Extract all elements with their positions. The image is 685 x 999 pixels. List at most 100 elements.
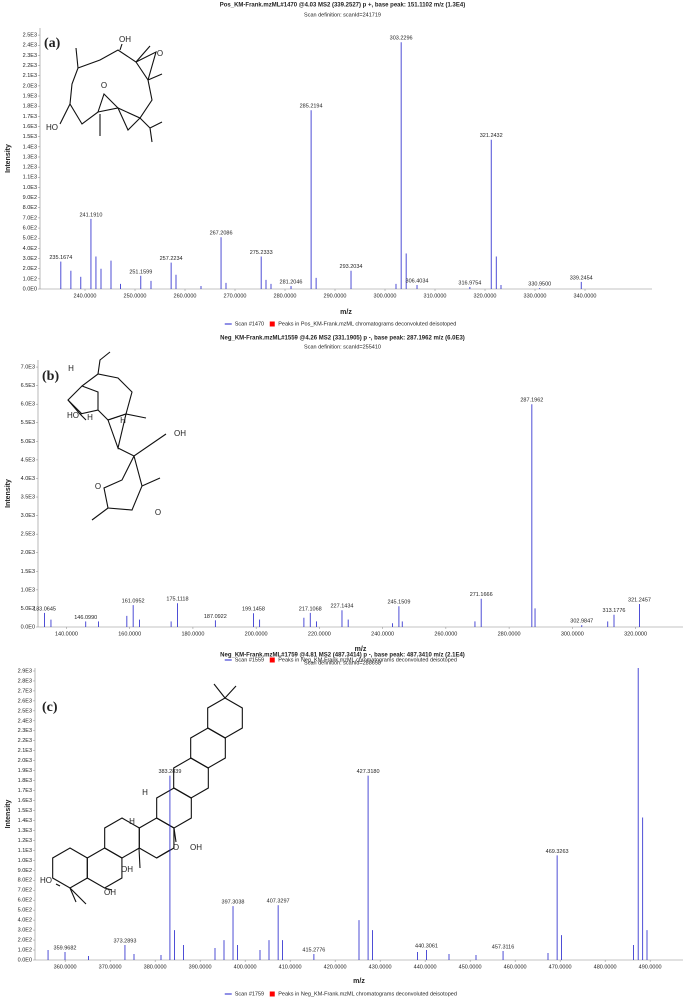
structure-bond (107, 413, 127, 450)
y-tick-label: 2.2E3 (23, 63, 37, 69)
y-tick-label: 0.0E0 (23, 286, 37, 292)
structure-label: HO (46, 123, 58, 132)
y-tick-label: 2.0E2 (18, 938, 32, 944)
structure-bond (69, 887, 87, 905)
y-tick-label: 2.6E3 (18, 698, 32, 704)
structure-label: O (157, 49, 163, 58)
y-tick-label: 2.4E3 (23, 43, 37, 49)
structure-bond (173, 757, 209, 799)
structure-bond (117, 107, 141, 131)
structure-bond (55, 883, 61, 887)
y-tick-label: 6.0E2 (18, 898, 32, 904)
y-tick-label: 1.7E3 (18, 788, 32, 794)
y-tick-label: 4.0E2 (18, 918, 32, 924)
y-tick-label: 0.0E0 (21, 624, 35, 630)
peak-label: 235.1674 (49, 255, 72, 261)
x-axis-label: m/z (340, 309, 352, 316)
peak-label: 321.2432 (480, 133, 503, 139)
peak-label: 303.2296 (390, 36, 413, 42)
structure-bond (213, 683, 226, 699)
y-tick-label: 1.4E3 (23, 144, 37, 150)
structure-bond (173, 827, 177, 843)
legend-label: Peaks in Pos_KM-Frank.mzML chromatograms… (278, 321, 456, 327)
peak-label: 302.9847 (570, 619, 593, 625)
x-tick-label: 320.0000 (474, 293, 497, 299)
structure-label: OH (174, 429, 186, 438)
structure-bond (138, 817, 175, 859)
peak-label: 227.1434 (331, 604, 354, 610)
y-tick-label: 3.0E2 (18, 928, 32, 934)
structure-bond (190, 727, 226, 769)
y-tick-label: 4.5E3 (21, 457, 35, 463)
y-tick-label: 9.0E2 (18, 868, 32, 874)
peak-label: 217.1068 (299, 606, 322, 612)
x-tick-label: 420.0000 (324, 964, 347, 970)
chart-subtitle: Scan definition: scanId=241719 (304, 12, 381, 18)
y-tick-label: 1.2E3 (18, 838, 32, 844)
peak-label: 267.2086 (210, 231, 233, 237)
peak-label: 313.1776 (603, 608, 626, 614)
peak-label: 275.2333 (250, 250, 273, 256)
peak-label: 397.3038 (222, 900, 245, 906)
x-tick-label: 160.0000 (118, 631, 141, 637)
y-tick-label: 6.0E2 (23, 226, 37, 232)
peak-label: 161.0952 (122, 599, 145, 605)
y-tick-label: 1.8E3 (23, 104, 37, 110)
y-tick-label: 5.0E2 (21, 606, 35, 612)
y-tick-label: 7.0E2 (23, 215, 37, 221)
peak-label: 321.2457 (628, 597, 651, 603)
legend-swatch (269, 657, 275, 663)
x-tick-label: 300.0000 (374, 293, 397, 299)
panel-label: (b) (42, 369, 59, 384)
y-tick-label: 1.1E3 (23, 175, 37, 181)
y-tick-label: 4.0E3 (21, 476, 35, 482)
structure-bond (75, 47, 79, 69)
chart-title: Neg_KM-Frank.mzML#1759 @4.81 MS2 (487.34… (220, 653, 465, 659)
y-tick-label: 6.0E3 (21, 402, 35, 408)
x-tick-label: 240.0000 (74, 293, 97, 299)
y-tick-label: 0.0E0 (18, 957, 32, 963)
peak-label: 245.1509 (387, 600, 410, 606)
y-tick-label: 6.5E3 (21, 383, 35, 389)
peak-label: 187.0922 (204, 614, 227, 620)
chart-subtitle: Scan definition: scanId=288658 (304, 660, 381, 666)
x-tick-label: 330.0000 (524, 293, 547, 299)
legend-label: Scan #1759 (235, 991, 264, 997)
structure-label: OH (104, 888, 116, 897)
y-tick-label: 5.0E2 (23, 236, 37, 242)
x-tick-label: 140.0000 (55, 631, 78, 637)
y-axis-label: Intensity (5, 479, 12, 508)
x-tick-label: 380.0000 (144, 964, 167, 970)
x-tick-label: 300.0000 (561, 631, 584, 637)
structure-bond (67, 399, 83, 415)
y-tick-label: 1.0E2 (23, 276, 37, 282)
chart-subtitle: Scan definition: scanId=255410 (304, 344, 381, 350)
structure-bond (135, 45, 151, 63)
x-tick-label: 390.0000 (189, 964, 212, 970)
peak-label: 339.2454 (570, 275, 593, 281)
structure-label: H (120, 416, 126, 425)
y-tick-label: 1.6E3 (23, 124, 37, 130)
y-tick-label: 1.3E3 (23, 154, 37, 160)
peak-label: 251.1599 (129, 269, 152, 275)
y-tick-label: 2.1E3 (23, 73, 37, 79)
x-tick-label: 370.0000 (99, 964, 122, 970)
peak-label: 383.2839 (158, 769, 181, 775)
structure-bond (138, 847, 141, 869)
y-tick-label: 1.0E3 (23, 185, 37, 191)
chart-title: Pos_KM-Frank.mzML#1470 @4.03 MS2 (339.25… (220, 3, 465, 9)
y-tick-label: 1.3E3 (18, 828, 32, 834)
peak-label: 316.9754 (458, 280, 481, 286)
y-tick-label: 2.0E3 (21, 550, 35, 556)
y-tick-label: 1.8E3 (18, 778, 32, 784)
structure-label: OH (121, 865, 133, 874)
peak-label: 457.3116 (492, 944, 515, 950)
legend-label: Peaks in Neg_KM-Frank.mzML chromatograms… (278, 657, 457, 663)
y-tick-label: 1.0E3 (21, 587, 35, 593)
structure-bond (69, 887, 77, 903)
structure-label: O (173, 843, 179, 852)
y-tick-label: 1.5E3 (23, 134, 37, 140)
y-tick-label: 2.5E3 (18, 708, 32, 714)
y-tick-label: 1.6E3 (18, 798, 32, 804)
peak-label: 241.1910 (79, 212, 102, 218)
